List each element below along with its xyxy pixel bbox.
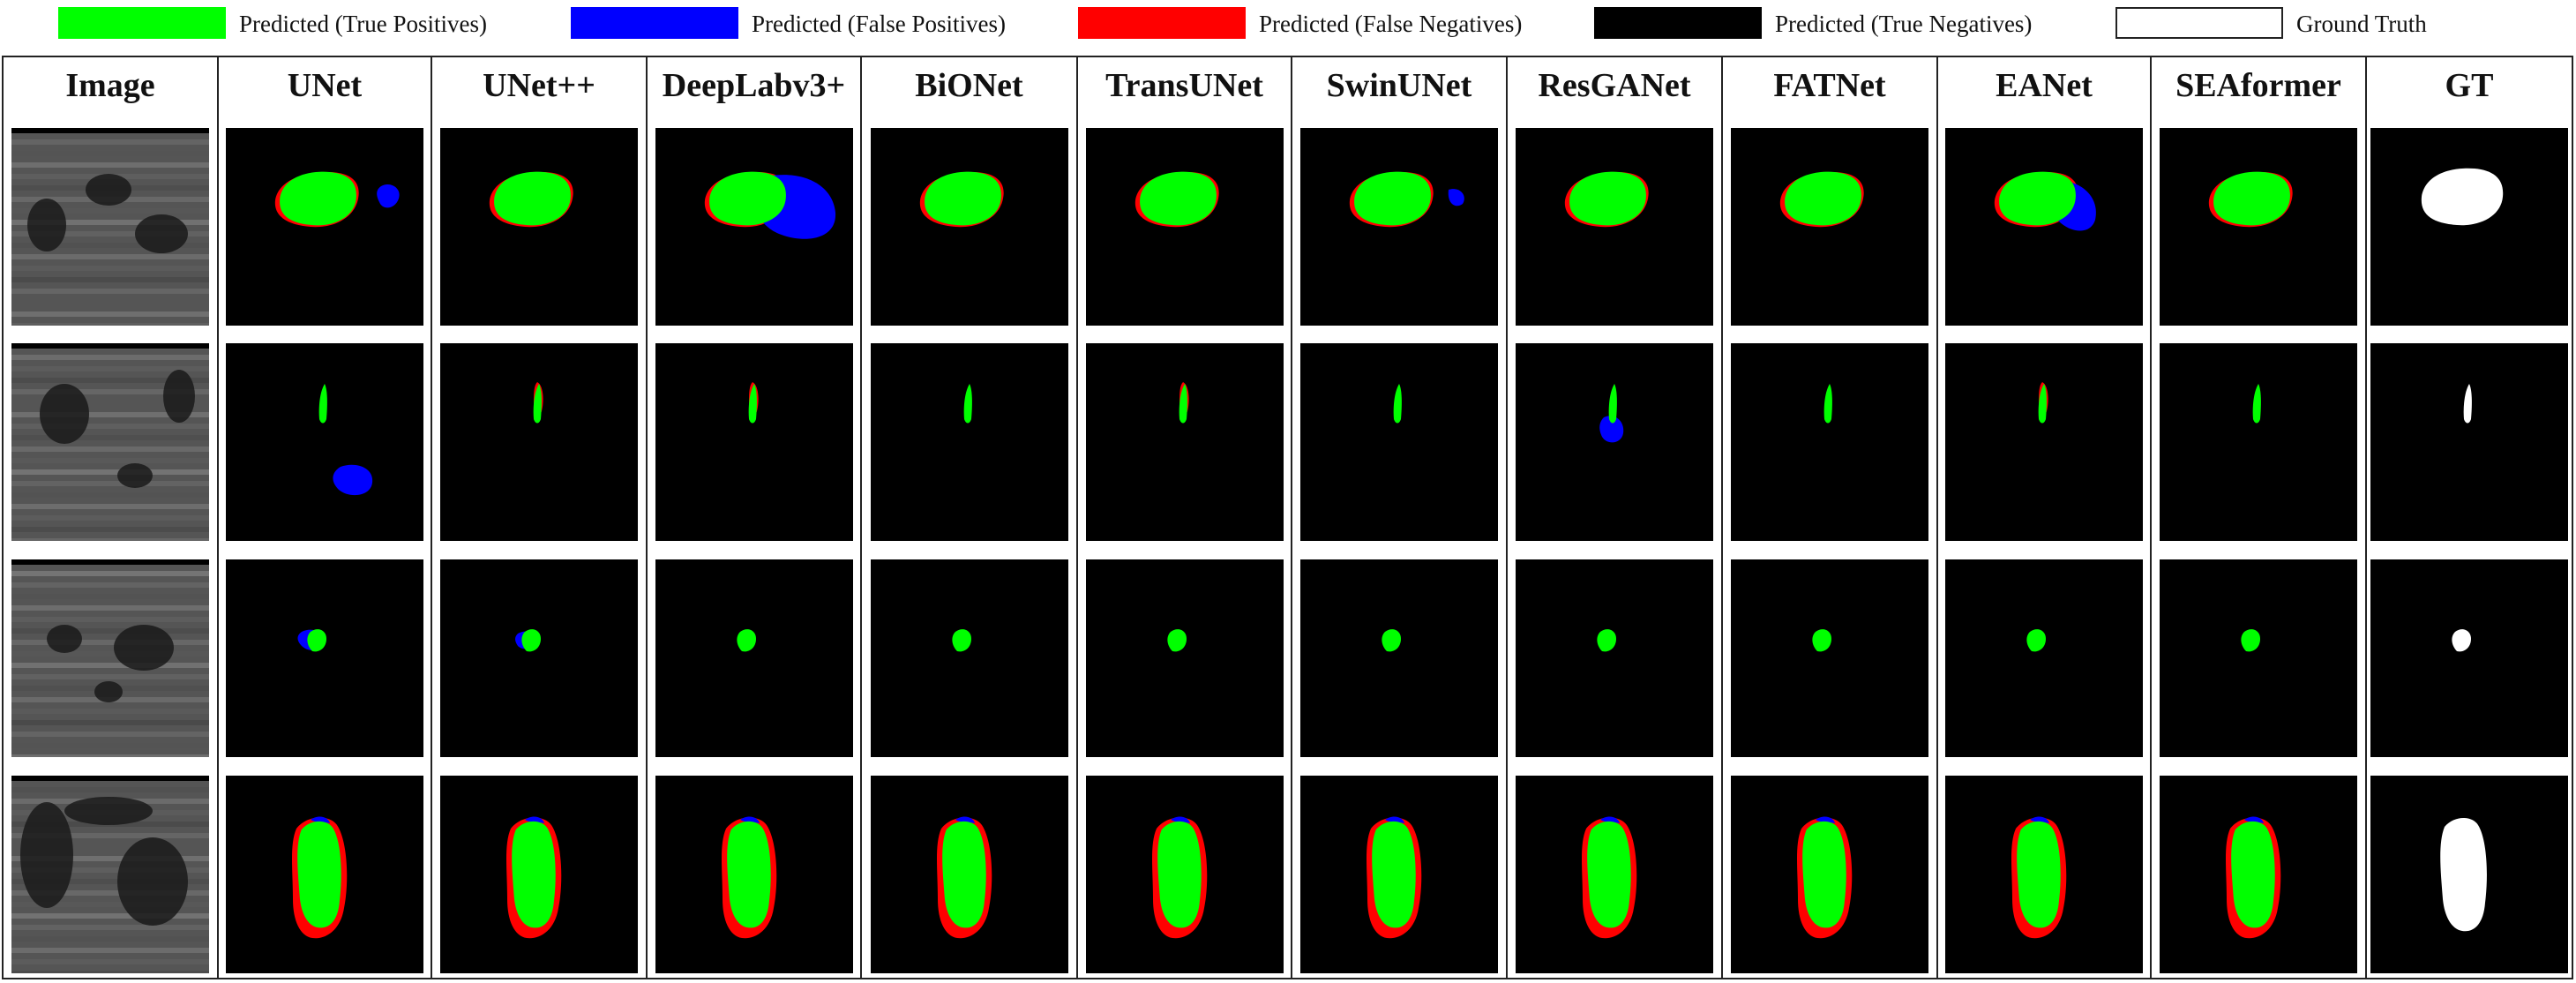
ultrasound-image (11, 776, 209, 973)
segmentation-result (226, 128, 423, 326)
comparison-figure: Image UNet UNet++ DeepLabv3+ BiONet TransUNet… (2, 56, 2573, 979)
figure-column-method-3: DeepLabv3+ (648, 57, 862, 978)
column-header: SwinUNet (1326, 67, 1472, 104)
column-header: SEAformer (2175, 67, 2341, 104)
segmentation-result (1945, 343, 2143, 541)
legend-swatch-blue (571, 7, 738, 39)
column-header: Image (65, 67, 155, 104)
segmentation-result (2160, 776, 2357, 973)
segmentation-result (870, 343, 1068, 541)
segmentation-result (870, 559, 1068, 757)
segmentation-result (1516, 128, 1713, 326)
column-header: GT (2445, 67, 2494, 104)
ground-truth-mask (2370, 776, 2568, 973)
segmentation-result (440, 128, 638, 326)
figure-column-method-10: SEAformer (2152, 57, 2367, 978)
segmentation-result (1300, 559, 1498, 757)
column-header: ResGANet (1538, 67, 1691, 104)
segmentation-result (1945, 776, 2143, 973)
segmentation-result (2160, 128, 2357, 326)
legend-swatch-white (2115, 7, 2283, 39)
segmentation-result (1085, 343, 1284, 541)
column-header: BiONet (915, 67, 1023, 104)
column-header: TransUNet (1105, 67, 1263, 104)
ground-truth-mask (2370, 128, 2568, 326)
column-header: DeepLabv3+ (662, 67, 846, 104)
segmentation-result (1085, 559, 1284, 757)
segmentation-result (2160, 559, 2357, 757)
legend-label: Predicted (True Positives) (239, 11, 487, 37)
segmentation-result (1945, 128, 2143, 326)
figure-column-method-1: UNet (219, 57, 432, 978)
legend-swatch-black (1594, 7, 1762, 39)
segmentation-result (1731, 776, 1928, 973)
segmentation-result (1300, 128, 1498, 326)
segmentation-result (440, 343, 638, 541)
segmentation-result (226, 343, 423, 541)
segmentation-result (1300, 776, 1498, 973)
segmentation-result (870, 776, 1068, 973)
figure-column-method-2: UNet++ (432, 57, 648, 978)
segmentation-result (1516, 559, 1713, 757)
legend-swatch-red (1078, 7, 1246, 39)
figure-column-method-7: ResGANet (1508, 57, 1723, 978)
segmentation-result (1085, 776, 1284, 973)
ultrasound-image (11, 559, 209, 757)
segmentation-result (1731, 559, 1928, 757)
figure-column-image: Image (4, 57, 219, 978)
segmentation-result (655, 776, 853, 973)
figure-column-gt: GT (2367, 57, 2572, 978)
legend: Predicted (True Positives) Predicted (Fa… (0, 0, 2576, 49)
segmentation-result (655, 343, 853, 541)
column-header: UNet++ (483, 67, 595, 104)
legend-label: Predicted (False Positives) (752, 11, 1006, 37)
legend-label: Predicted (False Negatives) (1259, 11, 1523, 37)
legend-label: Predicted (True Negatives) (1775, 11, 2033, 37)
ultrasound-image (11, 343, 209, 541)
segmentation-result (1945, 559, 2143, 757)
legend-swatch-green (58, 7, 226, 39)
ground-truth-mask (2370, 559, 2568, 757)
segmentation-result (2160, 343, 2357, 541)
segmentation-result (1516, 343, 1713, 541)
column-header: FATNet (1773, 67, 1886, 104)
column-header: UNet (287, 67, 363, 104)
segmentation-result (226, 559, 423, 757)
figure-column-method-4: BiONet (862, 57, 1078, 978)
segmentation-result (1731, 128, 1928, 326)
ground-truth-mask (2370, 343, 2568, 541)
figure-column-method-8: FATNet (1723, 57, 1938, 978)
segmentation-result (1300, 343, 1498, 541)
figure-column-method-9: EANet (1938, 57, 2152, 978)
segmentation-result (1731, 343, 1928, 541)
segmentation-result (1085, 128, 1284, 326)
column-header: EANet (1996, 67, 2093, 104)
segmentation-result (1516, 776, 1713, 973)
figure-column-method-5: TransUNet (1078, 57, 1292, 978)
segmentation-result (440, 559, 638, 757)
figure-column-method-6: SwinUNet (1292, 57, 1508, 978)
segmentation-result (226, 776, 423, 973)
segmentation-result (440, 776, 638, 973)
ultrasound-image (11, 128, 209, 326)
segmentation-result (870, 128, 1068, 326)
segmentation-result (655, 128, 853, 326)
legend-label: Ground Truth (2296, 11, 2427, 37)
segmentation-result (655, 559, 853, 757)
